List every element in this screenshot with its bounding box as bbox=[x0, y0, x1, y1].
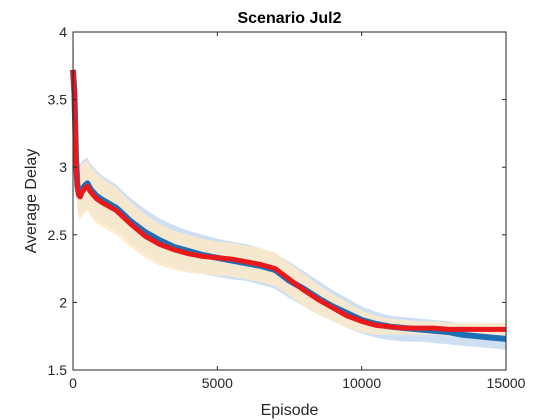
x-tick-label: 0 bbox=[69, 375, 77, 391]
y-tick-label: 2.5 bbox=[48, 227, 68, 243]
y-tick-label: 3.5 bbox=[48, 92, 68, 108]
band-orange bbox=[73, 32, 506, 337]
series-lines bbox=[70, 69, 507, 342]
x-tick-label: 10000 bbox=[342, 375, 381, 391]
axes-background bbox=[73, 32, 506, 370]
axes-box bbox=[72, 31, 507, 371]
y-tick-label: 1.5 bbox=[48, 362, 68, 378]
y-tick-label: 3 bbox=[59, 159, 67, 175]
axis-ticks: 0 5000 10000 15000 1.5 2 2.5 3 3.5 4 bbox=[48, 24, 526, 391]
y-axis-label: Average Delay bbox=[23, 149, 40, 254]
y-tick-label: 4 bbox=[59, 24, 67, 40]
confidence-bands bbox=[73, 32, 506, 350]
y-tick-label: 2 bbox=[59, 294, 67, 310]
plot-area: 0 5000 10000 15000 1.5 2 2.5 3 3.5 4 bbox=[48, 24, 526, 391]
x-tick-label: 15000 bbox=[487, 375, 526, 391]
chart-title: Scenario Jul2 bbox=[237, 10, 341, 27]
series-line-red bbox=[70, 69, 506, 332]
x-tick-label: 5000 bbox=[202, 375, 233, 391]
x-axis-label: Episode bbox=[261, 402, 319, 419]
